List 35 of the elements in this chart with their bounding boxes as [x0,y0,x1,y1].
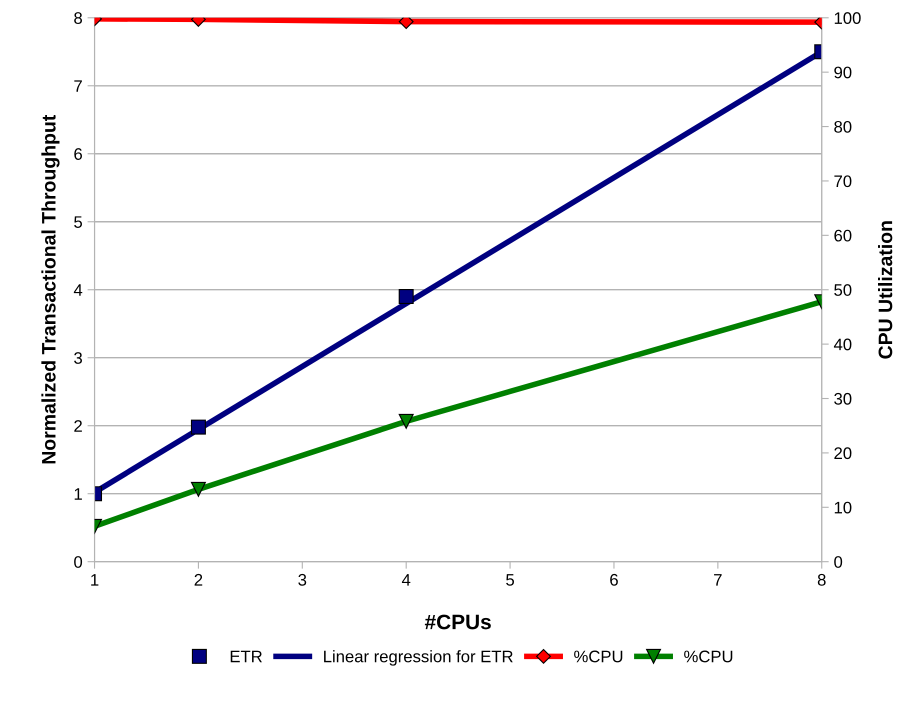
x-tick-label: 8 [818,574,826,586]
y2-tick-label: 80 [834,120,852,133]
x-tick-label: 1 [91,574,98,586]
x-tick-label: 6 [610,574,618,586]
x-tick-label: 5 [506,574,514,586]
x-tick-label: 2 [194,574,202,586]
x-tick-label: 4 [402,574,410,586]
x-tick-label: 3 [298,574,306,586]
y-tick-label: 0 [74,556,82,568]
x-tick-label: 7 [714,574,722,586]
y2-tick-label: 100 [834,12,861,24]
y-axis-title: Normalized Transactional Throughput [41,114,60,464]
legend-label: %CPU [574,650,622,662]
y2-tick-label: 40 [834,338,852,350]
y2-tick-label: 90 [834,66,852,78]
y-tick-label: 3 [74,352,82,364]
y2-axis-title: CPU Utilization [878,221,892,359]
x-axis-title: #CPUs [424,614,491,630]
legend-label: %CPU [684,650,732,662]
y2-tick-label: 0 [834,556,842,568]
y2-tick-label: 60 [834,230,852,242]
y2-tick-label: 10 [834,502,852,514]
y-tick-label: 7 [74,80,82,92]
y-tick-label: 8 [74,12,82,24]
legend-label: Linear regression for ETR [324,650,513,666]
y2-tick-label: 50 [834,284,852,296]
y2-tick-label: 30 [834,392,852,405]
y-tick-label: 5 [74,216,82,228]
y-tick-label: 2 [74,420,82,432]
y-tick-label: 4 [74,284,82,296]
y-tick-label: 1 [74,488,82,500]
legend-label: ETR [230,650,262,662]
y-tick-label: 6 [74,148,82,160]
y2-tick-label: 70 [834,175,852,188]
y2-tick-label: 20 [834,447,852,460]
